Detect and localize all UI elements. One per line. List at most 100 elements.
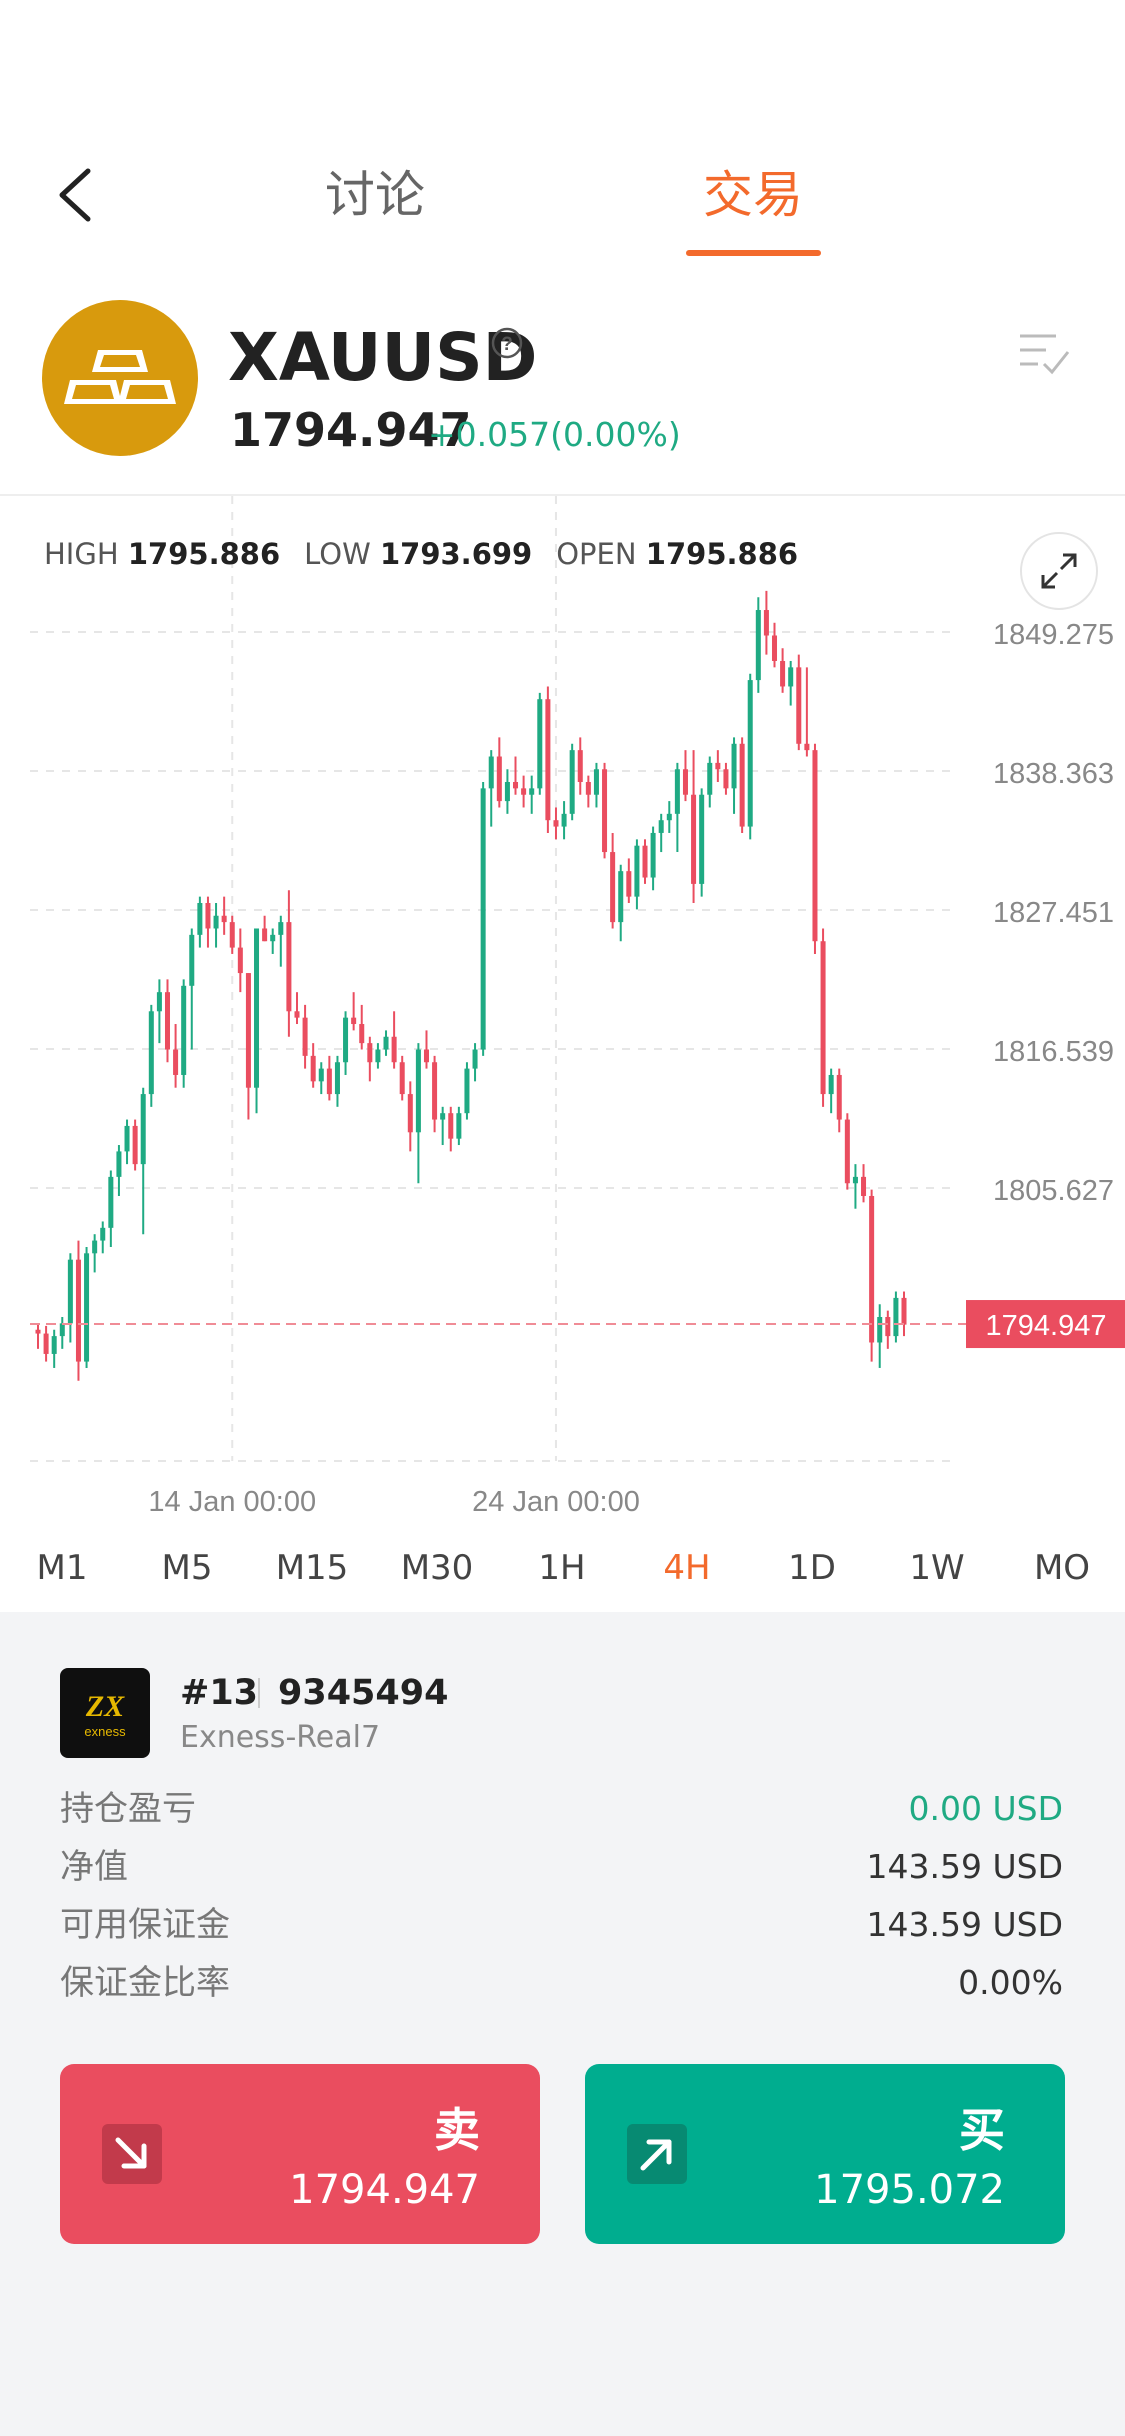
timeframe-4h[interactable]: 4H [663,1548,711,1588]
candle-body [302,1017,308,1056]
candle-body [286,922,292,1012]
current-price-label: 1794.947 [986,1310,1107,1342]
candle-body [755,610,761,681]
timeframe-m30[interactable]: M30 [400,1548,474,1588]
checklist-icon[interactable] [1016,328,1072,376]
candle-body [229,922,235,948]
sell-button[interactable]: 卖 1794.947 [60,2064,540,2244]
candle-body [164,992,171,1050]
candle-body [278,922,284,935]
candle-body [836,1074,842,1120]
candle-body [553,820,559,827]
candle-body [92,1240,98,1254]
candle-body [423,1049,429,1063]
candle-body [359,1024,365,1044]
chart-canvas: 1849.275 1838.363 1827.451 1816.539 1805.627… [30,496,1125,1518]
candle-body [577,750,583,782]
y-tick-label: 1827.451 [993,897,1114,929]
candle-body [869,1195,875,1343]
candle-body [666,813,672,821]
high-value: 1795.886 [127,537,281,571]
candle-body [715,762,721,770]
candle-body [885,1317,891,1337]
timeframe-m15[interactable]: M15 [275,1548,349,1588]
candle-body [561,813,567,827]
candlestick-chart[interactable]: 1849.275 1838.363 1827.451 1816.539 1805.627… [0,496,1125,1536]
candle-body [456,1113,462,1139]
margin-level-label: 保证金比率 [60,1963,230,2003]
candle-body [496,756,502,802]
buy-button[interactable]: 买 1795.072 [585,2064,1065,2244]
candle-body [173,1049,179,1075]
candle-body [440,1113,446,1120]
candle-body [399,1062,405,1095]
candle-body [488,756,494,789]
candle-body [116,1151,122,1177]
candle-body [763,610,769,636]
candle-body [124,1125,130,1152]
candle-body [189,934,195,986]
candle-body [221,915,227,923]
candle-body [618,871,624,923]
buy-price: 1795.072 [814,2167,1005,2213]
timeframe-selector: M1 M5 M15 M30 1H 4H 1D 1W MO [0,1536,1125,1600]
candle-body [610,852,616,923]
candle-body [407,1094,413,1133]
candle-body [812,750,818,942]
timeframe-m5[interactable]: M5 [161,1548,213,1588]
candle-body [844,1119,850,1184]
candle-body [828,1074,834,1095]
candle-body [569,750,575,814]
candle-body [682,769,688,795]
tab-trade[interactable]: 交易 [703,166,803,224]
candle-body [391,1036,397,1063]
arrow-up-right-icon [627,2124,687,2184]
ohlc-summary: HIGH 1795.886 LOW 1793.699 OPEN 1795.886 [44,532,822,576]
timeframe-1d[interactable]: 1D [788,1548,836,1588]
candle-body [432,1062,438,1120]
candle-body [747,680,753,827]
candle-body [707,762,713,795]
low-label: LOW [304,537,371,571]
fullscreen-button[interactable] [1020,532,1098,610]
candle-body [75,1259,81,1362]
price-change: +0.057(0.00%) [428,415,681,454]
candle-body [537,699,543,789]
expand-icon [1041,553,1077,589]
candle-body [245,973,251,1088]
svg-text:exness: exness [84,1724,126,1739]
y-tick-label: 1816.539 [993,1036,1114,1068]
candle-body [318,1068,324,1082]
timeframe-1w[interactable]: 1W [909,1548,965,1588]
back-button[interactable] [44,160,104,230]
candle-body [771,635,778,661]
candle-body [262,928,268,942]
candle-body [326,1068,332,1095]
candle-body [472,1049,478,1069]
top-panel: 讨论 交易 XAUUSD ? 1794.947 +0.057(0.00%) 18… [0,0,1125,1612]
candle-body [804,743,810,751]
sell-label: 卖 [434,2103,480,2157]
candle-body [513,781,519,789]
tab-active-underline [686,250,821,256]
candle-body [480,788,486,1050]
account-server: Exness-Real7 [180,1720,381,1755]
help-icon[interactable]: ? [490,326,524,360]
candle-body [334,1062,340,1095]
sell-price: 1794.947 [289,2167,480,2213]
open-value: 1795.886 [645,537,799,571]
chevron-left-icon [59,168,91,222]
tab-discussion[interactable]: 讨论 [325,166,425,224]
timeframe-mo[interactable]: MO [1033,1548,1091,1588]
buy-label: 买 [959,2103,1005,2157]
candle-body [893,1297,899,1337]
candle-body [351,1017,357,1025]
timeframe-m1[interactable]: M1 [36,1548,88,1588]
margin-level-value: 0.00% [958,1963,1063,2002]
floating-pnl-value: 0.00 USD [908,1789,1063,1828]
timeframe-1h[interactable]: 1H [538,1548,586,1588]
candle-body [877,1317,883,1343]
candle-body [529,788,535,795]
candle-body [861,1176,867,1196]
account-number: #13 [180,1673,259,1713]
